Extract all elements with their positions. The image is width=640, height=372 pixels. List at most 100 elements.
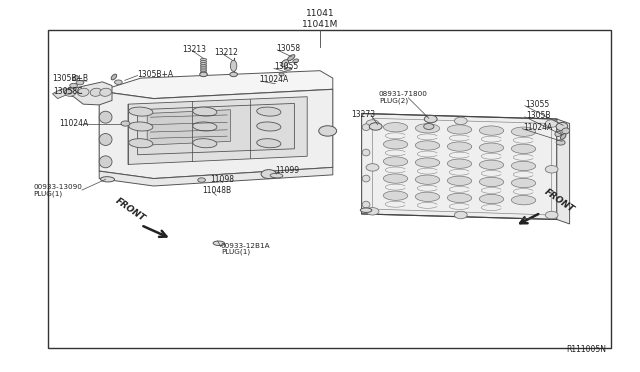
Ellipse shape	[257, 139, 281, 148]
Polygon shape	[147, 110, 230, 145]
Polygon shape	[52, 89, 72, 99]
Ellipse shape	[287, 55, 295, 61]
Text: PLUG(1): PLUG(1)	[221, 249, 250, 256]
Ellipse shape	[511, 161, 536, 171]
Circle shape	[545, 166, 558, 173]
Ellipse shape	[200, 67, 207, 69]
Ellipse shape	[200, 58, 207, 61]
Ellipse shape	[200, 71, 207, 73]
Circle shape	[454, 211, 467, 219]
Text: PLUG(1): PLUG(1)	[33, 190, 63, 197]
Ellipse shape	[383, 174, 408, 183]
Ellipse shape	[111, 74, 116, 80]
Circle shape	[556, 140, 565, 145]
Circle shape	[454, 117, 467, 125]
Text: R111005N: R111005N	[567, 345, 607, 354]
Ellipse shape	[129, 122, 153, 131]
Ellipse shape	[383, 191, 408, 201]
Ellipse shape	[213, 241, 225, 246]
Circle shape	[366, 120, 379, 127]
Polygon shape	[61, 82, 112, 105]
Ellipse shape	[270, 173, 283, 178]
Ellipse shape	[511, 127, 536, 137]
Ellipse shape	[479, 177, 504, 187]
Ellipse shape	[257, 107, 281, 116]
Text: 13058C: 13058C	[53, 87, 83, 96]
Ellipse shape	[193, 107, 217, 116]
Ellipse shape	[129, 139, 153, 148]
Circle shape	[369, 123, 382, 130]
Text: 11048B: 11048B	[202, 186, 232, 195]
Ellipse shape	[200, 65, 207, 67]
Ellipse shape	[200, 69, 207, 71]
Ellipse shape	[555, 131, 561, 137]
Ellipse shape	[415, 158, 440, 167]
Ellipse shape	[415, 175, 440, 185]
Circle shape	[319, 126, 337, 136]
Ellipse shape	[292, 59, 299, 63]
Ellipse shape	[129, 107, 153, 116]
Text: 13058: 13058	[276, 44, 301, 53]
Circle shape	[424, 115, 437, 123]
Text: FRONT: FRONT	[114, 196, 147, 223]
Text: 08931-71800: 08931-71800	[379, 92, 428, 97]
Text: 13055: 13055	[274, 62, 298, 71]
Ellipse shape	[511, 144, 536, 154]
Text: 11041
11041M: 11041 11041M	[302, 9, 338, 29]
Text: 13213: 13213	[182, 45, 206, 54]
Ellipse shape	[447, 142, 472, 151]
Ellipse shape	[77, 88, 89, 96]
Ellipse shape	[200, 72, 207, 77]
Ellipse shape	[362, 175, 370, 182]
Ellipse shape	[284, 67, 292, 70]
Ellipse shape	[479, 160, 504, 170]
Circle shape	[424, 124, 434, 129]
Ellipse shape	[415, 124, 440, 133]
Circle shape	[261, 170, 276, 179]
Ellipse shape	[479, 194, 504, 204]
Ellipse shape	[100, 88, 111, 96]
Circle shape	[366, 208, 379, 215]
Ellipse shape	[281, 60, 289, 67]
Text: 00933-13090: 00933-13090	[33, 184, 82, 190]
Circle shape	[545, 120, 558, 127]
Ellipse shape	[383, 122, 408, 132]
Ellipse shape	[257, 122, 281, 131]
Ellipse shape	[479, 143, 504, 153]
Ellipse shape	[511, 178, 536, 188]
Circle shape	[76, 80, 84, 85]
Polygon shape	[362, 113, 557, 219]
Ellipse shape	[90, 88, 102, 96]
Ellipse shape	[479, 126, 504, 135]
Ellipse shape	[200, 73, 207, 76]
Ellipse shape	[73, 76, 78, 81]
Text: FRONT: FRONT	[543, 187, 576, 214]
Text: 1305B: 1305B	[526, 111, 550, 120]
Ellipse shape	[511, 195, 536, 205]
Ellipse shape	[362, 124, 370, 131]
Circle shape	[65, 90, 72, 94]
Ellipse shape	[562, 128, 570, 134]
Text: 00933-12B1A: 00933-12B1A	[221, 243, 271, 248]
Ellipse shape	[447, 159, 472, 169]
Ellipse shape	[200, 62, 207, 65]
Ellipse shape	[230, 72, 237, 77]
Ellipse shape	[65, 88, 76, 96]
Ellipse shape	[415, 141, 440, 150]
Ellipse shape	[362, 201, 370, 208]
Text: 11098: 11098	[210, 175, 234, 184]
Ellipse shape	[193, 139, 217, 148]
Polygon shape	[99, 167, 333, 186]
Circle shape	[121, 121, 130, 126]
Circle shape	[366, 164, 379, 171]
Text: 11024A: 11024A	[59, 119, 88, 128]
Ellipse shape	[415, 192, 440, 202]
Circle shape	[115, 80, 122, 84]
Text: 13212: 13212	[214, 48, 238, 57]
Ellipse shape	[193, 122, 217, 131]
Ellipse shape	[383, 140, 408, 149]
Text: 11024A: 11024A	[524, 123, 553, 132]
Ellipse shape	[362, 149, 370, 156]
Text: 1305B+B: 1305B+B	[52, 74, 88, 83]
Text: 13055: 13055	[525, 100, 549, 109]
